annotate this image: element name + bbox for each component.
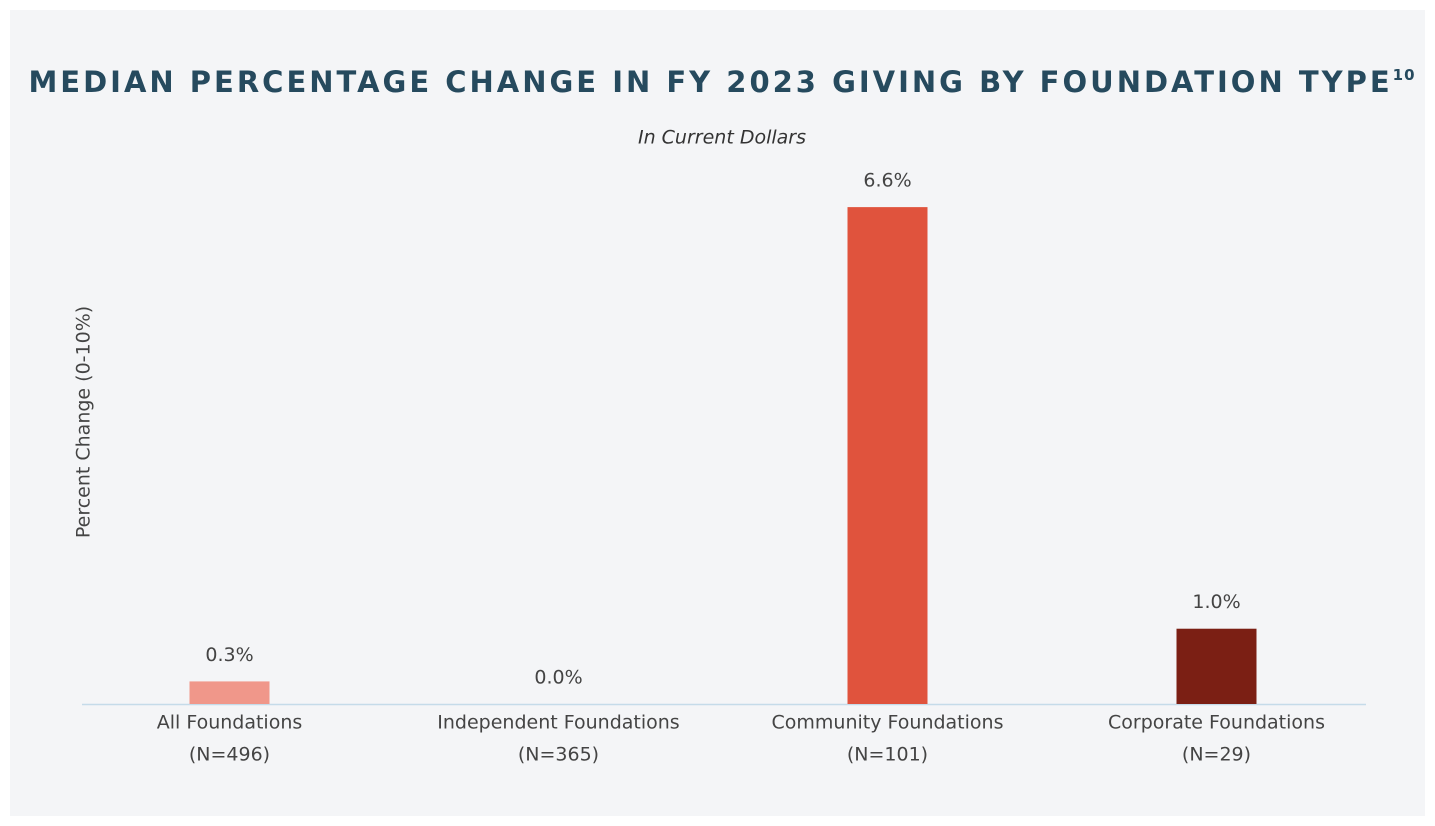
- bar: [189, 681, 270, 704]
- x-tick-label: (N=365): [518, 744, 599, 766]
- x-tick-label: (N=496): [189, 744, 270, 766]
- x-tick-label: All Foundations: [157, 712, 303, 734]
- value-label: 0.3%: [205, 644, 253, 666]
- bar: [1176, 628, 1257, 704]
- title-text: MEDIAN PERCENTAGE CHANGE IN FY 2023 GIVI…: [28, 65, 1392, 99]
- title-superscript: 10: [1393, 66, 1416, 84]
- value-label: 6.6%: [863, 170, 911, 192]
- bar: [847, 207, 928, 704]
- x-tick-label: (N=29): [1182, 744, 1251, 766]
- x-tick-label: Community Foundations: [772, 712, 1004, 734]
- value-label: 0.0%: [534, 667, 582, 689]
- x-tick-label: Corporate Foundations: [1108, 712, 1325, 734]
- chart-subtitle: In Current Dollars: [638, 127, 806, 149]
- value-label: 1.0%: [1192, 591, 1240, 613]
- y-axis-label: Percent Change (0-10%): [73, 306, 95, 538]
- x-tick-label: (N=101): [847, 744, 928, 766]
- chart-title: MEDIAN PERCENTAGE CHANGE IN FY 2023 GIVI…: [28, 65, 1415, 99]
- x-tick-label: Independent Foundations: [437, 712, 679, 734]
